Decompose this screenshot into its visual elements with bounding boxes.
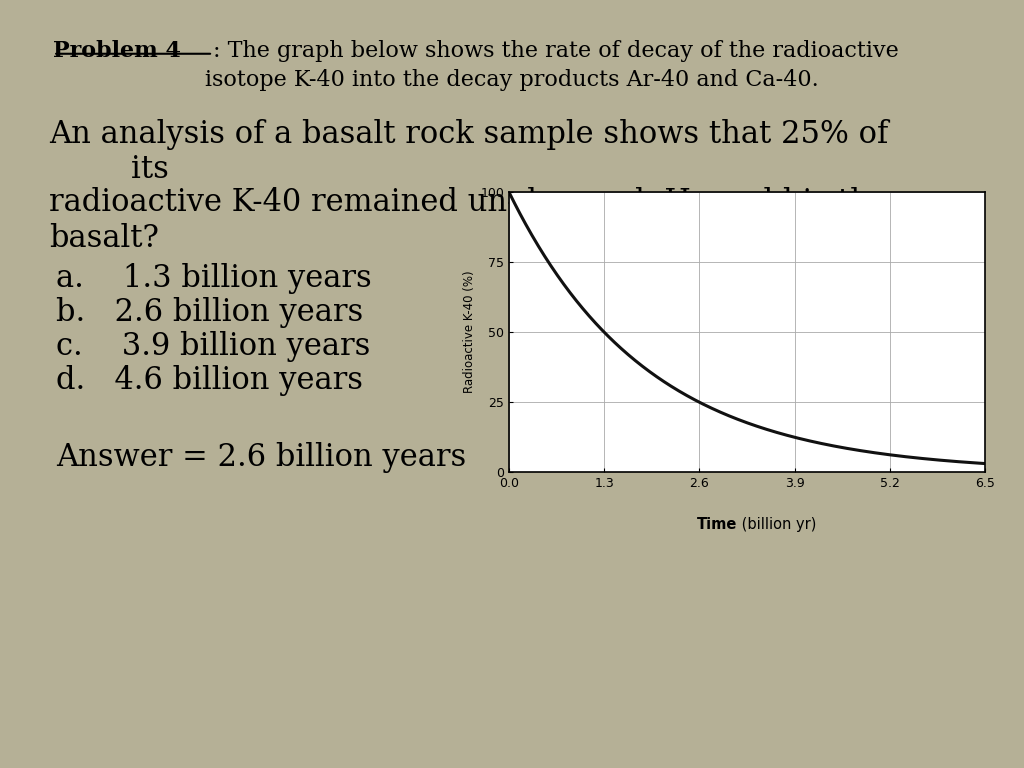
Text: Problem 4: Problem 4 [53, 40, 181, 62]
Text: An analysis of a basalt rock sample shows that 25% of: An analysis of a basalt rock sample show… [49, 119, 889, 150]
Text: isotope K-40 into the decay products Ar-40 and Ca-40.: isotope K-40 into the decay products Ar-… [205, 69, 819, 91]
Text: Answer = 2.6 billion years: Answer = 2.6 billion years [56, 442, 467, 472]
Text: (billion yr): (billion yr) [737, 517, 816, 532]
Text: basalt?: basalt? [49, 223, 159, 253]
Text: its: its [92, 154, 169, 184]
Text: radioactive K-40 remained un-decayed. How old is the: radioactive K-40 remained un-decayed. Ho… [49, 187, 888, 218]
Text: : The graph below shows the rate of decay of the radioactive: : The graph below shows the rate of deca… [213, 40, 899, 62]
Text: b.   2.6 billion years: b. 2.6 billion years [56, 297, 364, 328]
Text: Time: Time [696, 517, 737, 532]
Text: c.    3.9 billion years: c. 3.9 billion years [56, 331, 371, 362]
Text: d.   4.6 billion years: d. 4.6 billion years [56, 365, 364, 396]
Text: a.    1.3 billion years: a. 1.3 billion years [56, 263, 372, 294]
Y-axis label: Radioactive K-40 (%): Radioactive K-40 (%) [463, 271, 476, 393]
